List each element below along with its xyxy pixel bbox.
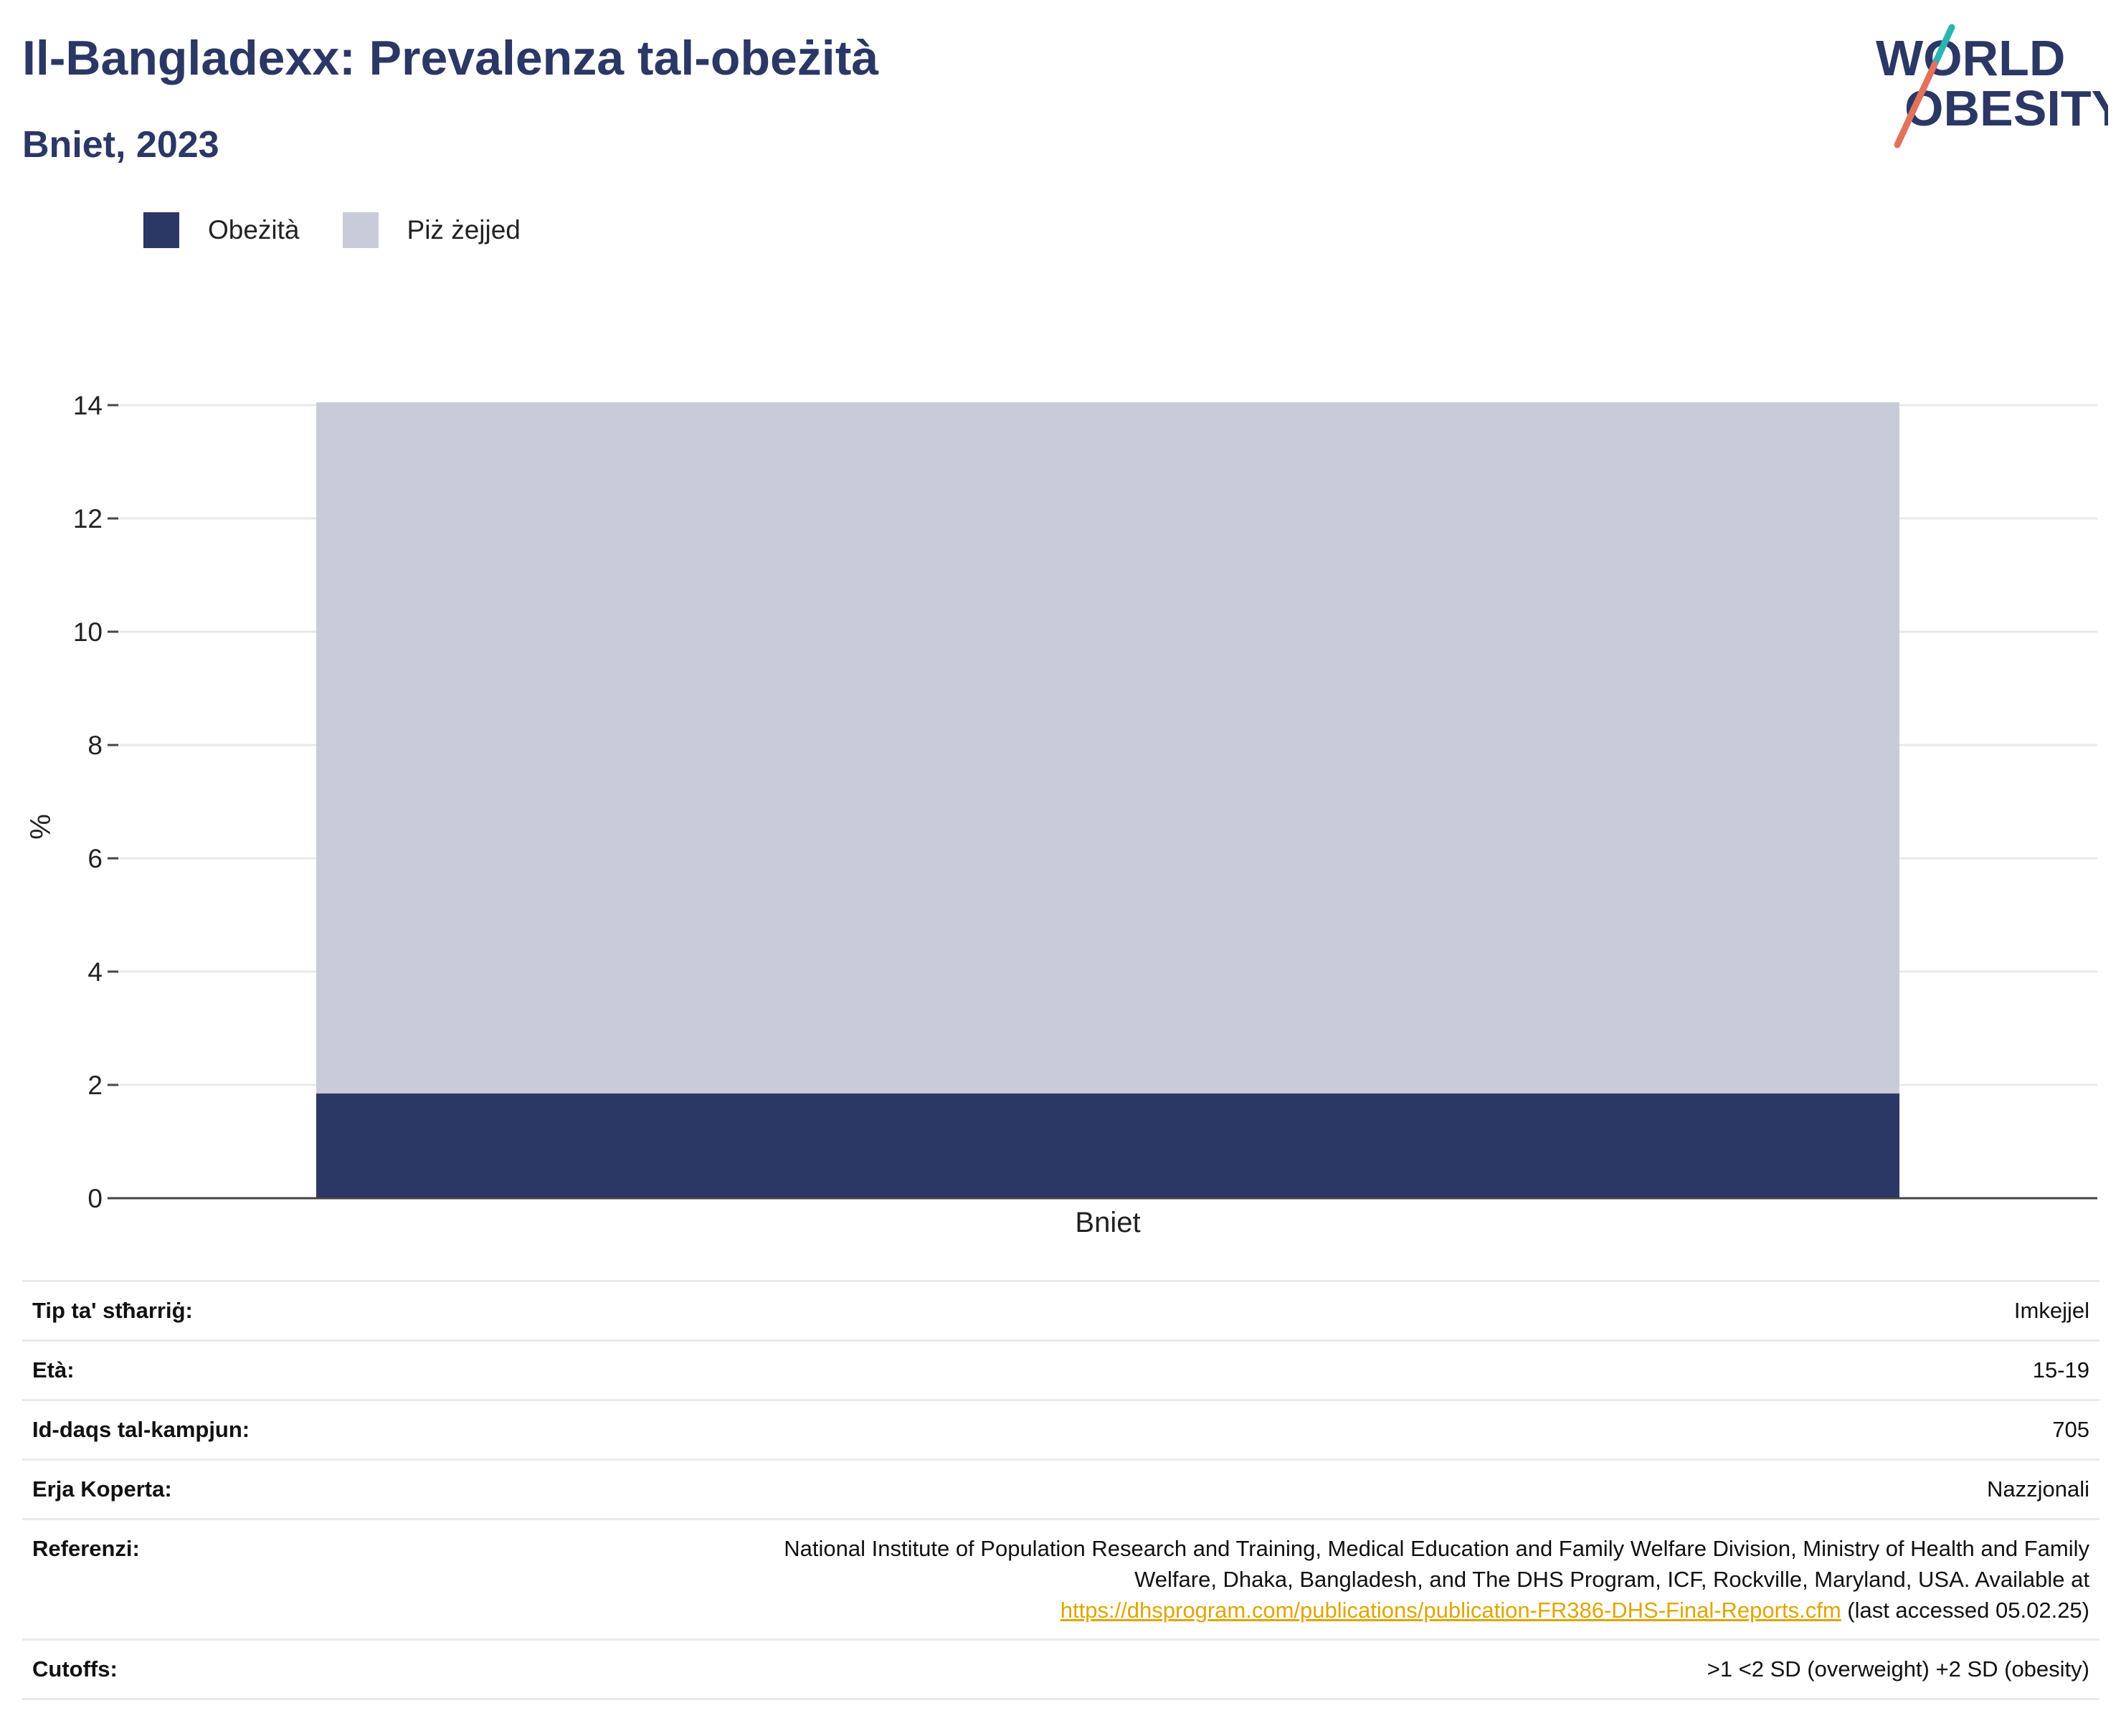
- info-label: Referenzi:: [22, 1518, 338, 1640]
- legend-item-overweight[interactable]: Piż żejjed: [342, 212, 521, 248]
- logo-line1: WORLD: [1876, 30, 2065, 86]
- info-label: Età:: [22, 1339, 338, 1400]
- y-tick-label: 10: [73, 617, 103, 647]
- chart-legend: Obeżità Piż żejjed: [143, 212, 564, 248]
- y-axis-label: %: [25, 814, 57, 840]
- y-tick-label: 14: [73, 391, 103, 420]
- info-label: Cutoffs:: [22, 1638, 338, 1700]
- reference-suffix: (last accessed 05.02.25): [1841, 1598, 2089, 1623]
- y-tick-label: 0: [87, 1184, 103, 1213]
- y-tick-label: 2: [87, 1071, 103, 1100]
- info-value: 15-19: [338, 1339, 2099, 1400]
- info-value: Nazzjonali: [338, 1458, 2099, 1519]
- logo-line2: OBESITY: [1904, 80, 2108, 136]
- info-row-area: Erja Koperta: Nazzjonali: [22, 1458, 2099, 1519]
- info-row-age: Età: 15-19: [22, 1339, 2099, 1400]
- y-tick-label: 8: [87, 731, 103, 760]
- page-title: Il-Bangladexx: Prevalenza tal-obeżità: [22, 31, 879, 85]
- bar-chart: 0 2 4 6 8 10 12 14% Bniet: [25, 391, 2097, 1238]
- info-label: Tip ta' stħarriġ:: [22, 1280, 338, 1341]
- info-value: >1 <2 SD (overweight) +2 SD (obesity): [338, 1638, 2099, 1700]
- y-tick-label: 6: [87, 844, 103, 873]
- bar-overweight: [316, 402, 1899, 1094]
- bar-obesity: [316, 1093, 1899, 1198]
- world-obesity-logo: WORLD OBESITY: [1864, 22, 2121, 154]
- info-row-reference: Referenzi: National Institute of Populat…: [22, 1518, 2099, 1640]
- legend-item-obesity[interactable]: Obeżità: [143, 212, 300, 248]
- logo-slash-teal: [1931, 24, 1955, 68]
- legend-label-overweight: Piż żejjed: [407, 215, 521, 245]
- info-row-sample-size: Id-daqs tal-kampjun: 705: [22, 1399, 2099, 1460]
- info-value: Imkejjel: [338, 1280, 2099, 1341]
- info-value: National Institute of Population Researc…: [338, 1518, 2099, 1640]
- legend-swatch-overweight: [342, 212, 379, 248]
- legend-label-obesity: Obeżità: [208, 215, 300, 245]
- y-tick-label: 4: [87, 957, 103, 987]
- y-tick-label: 12: [73, 504, 103, 533]
- reference-line-1: National Institute of Population Researc…: [784, 1536, 2089, 1561]
- legend-swatch-obesity: [143, 212, 179, 248]
- reference-link[interactable]: https://dhsprogram.com/publications/publ…: [1060, 1598, 1841, 1623]
- info-value: 705: [338, 1399, 2099, 1460]
- info-row-survey-type: Tip ta' stħarriġ: Imkejjel: [22, 1280, 2099, 1341]
- survey-info-table: Tip ta' stħarriġ: Imkejjel Età: 15-19 Id…: [22, 1280, 2099, 1700]
- x-tick-label: Bniet: [1075, 1207, 1140, 1238]
- logo-mark: WORLD OBESITY: [1876, 24, 2121, 148]
- info-label: Erja Koperta:: [22, 1458, 338, 1519]
- reference-line-2: Welfare, Dhaka, Bangladesh, and The DHS …: [1134, 1567, 2089, 1592]
- info-row-cutoffs: Cutoffs: >1 <2 SD (overweight) +2 SD (ob…: [22, 1638, 2099, 1700]
- page-subtitle: Bniet, 2023: [22, 124, 219, 166]
- info-label: Id-daqs tal-kampjun:: [22, 1399, 338, 1460]
- logo-slash-red: [1894, 61, 1938, 148]
